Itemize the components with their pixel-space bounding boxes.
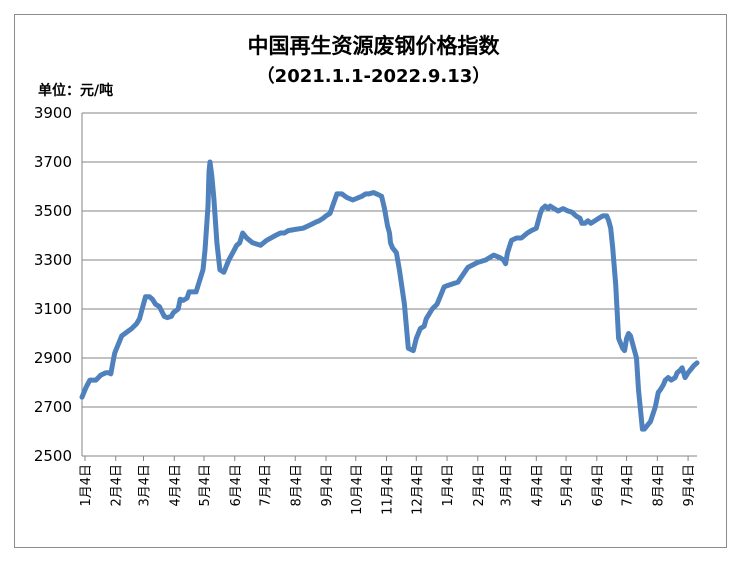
x-tick-label: 8月4日 (289, 464, 304, 507)
chart-title: 中国再生资源废钢价格指数 (247, 34, 500, 58)
x-tick-label: 5月4日 (560, 464, 575, 507)
y-tick-label: 3500 (34, 202, 72, 220)
series-line (79, 159, 700, 432)
x-tick-label: 4月4日 (168, 464, 183, 507)
x-tick-label: 6月4日 (229, 464, 244, 507)
y-tick-label: 3300 (34, 251, 72, 269)
chart-frame (14, 14, 727, 548)
y-tick-label: 3900 (34, 104, 72, 122)
x-tick-label: 8月4日 (651, 464, 666, 507)
chart-subtitle: （2021.1.1-2022.9.13） (256, 66, 491, 87)
x-tick-label: 5月4日 (198, 464, 213, 507)
x-tick-label: 7月4日 (259, 464, 274, 507)
y-tick-label: 2700 (34, 398, 72, 416)
unit-label: 单位：元/吨 (38, 83, 114, 99)
x-tick-label: 1月4日 (441, 464, 456, 507)
x-tick-label: 10月4日 (350, 464, 365, 515)
y-tick-label: 3100 (34, 300, 72, 318)
x-tick-label: 2月4日 (110, 464, 125, 507)
x-tick-label: 3月4日 (500, 464, 515, 507)
y-tick-label: 2500 (34, 447, 72, 465)
x-tick-label: 9月4日 (682, 464, 697, 507)
x-tick-label: 3月4日 (138, 464, 153, 507)
x-tick-label: 6月4日 (591, 464, 606, 507)
x-tick-label: 1月4日 (79, 464, 94, 507)
x-tick-label: 7月4日 (621, 464, 636, 507)
x-tick-label: 9月4日 (320, 464, 335, 507)
y-tick-label: 3700 (34, 153, 72, 171)
x-tick-label: 4月4日 (530, 464, 545, 507)
x-tick-label: 12月4日 (410, 464, 425, 515)
x-tick-label: 11月4日 (381, 464, 396, 515)
y-tick-label: 2900 (34, 349, 72, 367)
x-tick-label: 2月4日 (472, 464, 487, 507)
